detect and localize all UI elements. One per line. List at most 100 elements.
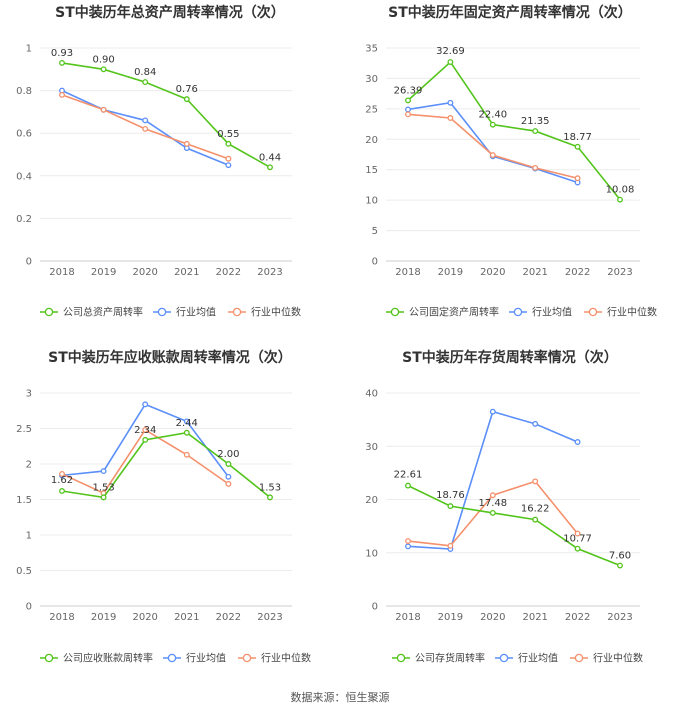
data-point	[574, 143, 581, 150]
series-line	[407, 60, 621, 201]
data-point	[183, 96, 190, 103]
data-point	[225, 162, 232, 169]
data-point	[267, 164, 273, 171]
data-source-note: 数据来源：恒生聚源	[290, 691, 390, 704]
x-tick-label: 2021	[522, 267, 547, 278]
legend-label: 公司存货周转率	[415, 652, 485, 665]
data-point	[59, 91, 65, 98]
x-tick-label: 2019	[438, 612, 463, 623]
x-tick-label: 2019	[91, 267, 116, 278]
data-point	[489, 121, 496, 128]
legend-marker	[396, 653, 406, 663]
data-label: 16.22	[521, 504, 550, 515]
data-label: 17.48	[478, 498, 507, 509]
legend-label: 行业中位数	[607, 306, 657, 319]
data-point	[183, 140, 190, 147]
data-point	[574, 530, 581, 537]
x-tick-label: 2021	[522, 612, 547, 623]
x-tick-label: 2020	[132, 267, 157, 278]
data-label: 18.76	[436, 490, 465, 501]
y-tick-label: 0.5	[16, 566, 32, 577]
legend-item: 行业均值	[153, 306, 216, 319]
data-label: 0.90	[92, 54, 114, 65]
y-tick-label: 35	[365, 44, 378, 55]
data-point	[532, 478, 539, 485]
legend-marker	[157, 307, 167, 317]
chart-panel-4: ST中装历年存货周转率情况（次） 0 10 20 30 40 2018 2019 2020 202…	[365, 349, 643, 665]
legend-label: 行业均值	[176, 306, 216, 319]
data-point	[447, 59, 454, 66]
x-tick-label: 2023	[607, 612, 632, 623]
data-point	[59, 59, 65, 66]
y-tick-label: 0.8	[16, 86, 32, 97]
data-point	[59, 488, 65, 494]
legend-item: 公司存货周转率	[392, 652, 485, 665]
data-point	[532, 164, 539, 171]
data-point	[532, 420, 539, 427]
legend-marker	[232, 307, 242, 317]
data-point	[100, 66, 107, 73]
x-tick-label: 2023	[257, 267, 282, 278]
x-tick-label: 2020	[132, 612, 157, 623]
data-label: 10.77	[563, 534, 592, 545]
y-tick-label: 3	[26, 389, 32, 400]
data-point	[617, 562, 623, 569]
data-point	[142, 79, 149, 86]
legend-label: 行业均值	[532, 306, 572, 319]
x-tick-label: 2022	[565, 612, 590, 623]
chart-panel-3: ST中装历年应收账款周转率情况（次） 0 0.5 1 1.5 2 2.5 3 2018 2019 2…	[16, 349, 311, 665]
data-point	[142, 401, 149, 408]
data-point	[142, 436, 149, 443]
y-tick-label: 0	[372, 257, 378, 268]
y-tick-label: 2.5	[16, 424, 32, 435]
data-label: 26.39	[394, 85, 423, 96]
legend-label: 公司固定资产周转率	[409, 306, 499, 319]
legend-item: 行业中位数	[570, 652, 643, 665]
series-line	[61, 431, 271, 499]
x-tick-label: 2018	[49, 612, 74, 623]
data-point	[183, 418, 190, 425]
x-tick-label: 2020	[480, 612, 505, 623]
data-label: 0.76	[176, 84, 198, 95]
legend-marker	[513, 307, 523, 317]
data-point	[405, 106, 411, 113]
data-point	[532, 128, 539, 135]
data-label: 2.34	[134, 425, 156, 436]
data-label: 10.08	[606, 185, 635, 196]
y-tick-label: 0.6	[16, 129, 32, 140]
chart-panel-1: ST中装历年总资产周转率情况（次） 0 0.2 0.4 0.6 0.8 1 2018 2019 2…	[16, 4, 301, 319]
legend-item: 公司总资产周转率	[40, 306, 143, 319]
legend-label: 行业中位数	[593, 652, 643, 665]
x-tick-label: 2020	[480, 267, 505, 278]
data-point	[405, 538, 411, 544]
data-point	[183, 429, 190, 436]
x-tick-label: 2019	[438, 267, 463, 278]
legend-label: 行业中位数	[261, 652, 311, 665]
legend-marker	[167, 653, 177, 663]
data-point	[574, 175, 581, 182]
data-label: 2.00	[217, 449, 239, 460]
x-tick-label: 2023	[257, 612, 282, 623]
y-tick-label: 0	[26, 257, 32, 268]
y-tick-label: 1	[26, 44, 32, 55]
y-tick-label: 1	[26, 531, 32, 542]
legend-item: 行业中位数	[228, 306, 301, 319]
data-point	[100, 106, 107, 113]
data-point	[489, 152, 496, 159]
y-tick-label: 40	[365, 389, 378, 400]
data-point	[405, 97, 411, 104]
data-point	[225, 461, 232, 467]
data-point	[447, 503, 454, 510]
legend-marker	[499, 653, 509, 663]
data-point	[447, 115, 454, 121]
chart-title: ST中装历年固定资产周转率情况（次）	[388, 4, 632, 21]
legend-marker	[574, 653, 584, 663]
y-tick-label: 10	[365, 548, 378, 559]
y-tick-label: 30	[365, 442, 378, 453]
chart-panel-2: ST中装历年固定资产周转率情况（次） 0 5 10 15 20 25 30 35 2018 2019…	[365, 4, 657, 319]
legend-label: 行业均值	[518, 652, 558, 665]
data-label: 0.55	[217, 129, 239, 140]
series-line	[407, 484, 621, 567]
y-tick-label: 0	[372, 602, 378, 613]
